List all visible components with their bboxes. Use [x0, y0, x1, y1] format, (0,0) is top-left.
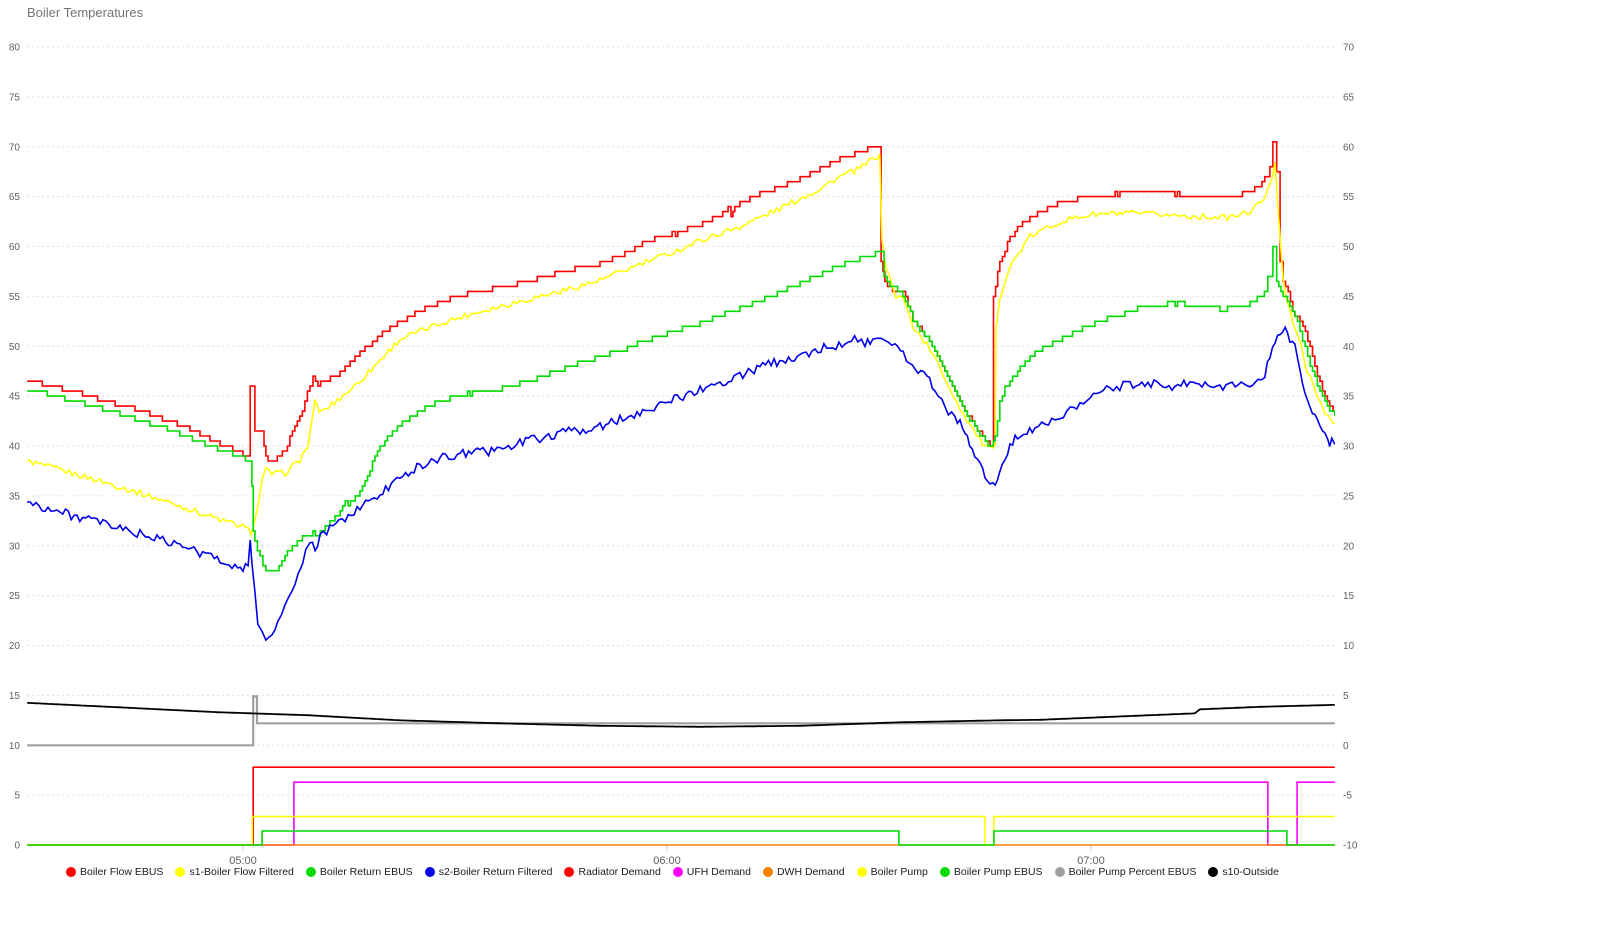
y-axis-right-tick-label: 40: [1343, 342, 1355, 353]
y-axis-right-tick-label: 35: [1343, 392, 1355, 403]
y-axis-left-tick-label: 25: [9, 591, 21, 602]
legend-color-dot-icon: [1054, 867, 1065, 877]
y-axis-left-tick-label: 0: [14, 841, 20, 852]
series-ufh-demand: [27, 781, 1335, 846]
legend-item-s1-boiler-flow-filtered[interactable]: s1-Boiler Flow Filtered: [175, 866, 294, 878]
y-axis-right-tick-label: 25: [1343, 491, 1355, 502]
legend-item-s2-boiler-return-filtered[interactable]: s2-Boiler Return Filtered: [424, 866, 553, 878]
y-axis-left-tick-label: 20: [9, 641, 21, 652]
legend-label: UFH Demand: [686, 866, 751, 878]
legend-color-dot-icon: [65, 867, 76, 877]
legend-color-dot-icon: [672, 867, 683, 877]
series-s2-boiler-return-filtered: [27, 325, 1335, 642]
y-axis-right-tick-label: -10: [1343, 841, 1358, 852]
legend-item-s10-outside[interactable]: s10-Outside: [1208, 866, 1279, 878]
y-axis-left-tick-label: 75: [9, 92, 21, 103]
legend-color-dot-icon: [856, 867, 867, 877]
legend-label: s1-Boiler Flow Filtered: [189, 866, 294, 878]
legend-label: Boiler Pump: [870, 866, 928, 878]
y-axis-left-tick-label: 30: [9, 541, 21, 552]
legend-label: Boiler Flow EBUS: [79, 866, 164, 878]
legend-label: Boiler Pump EBUS: [953, 866, 1043, 878]
legend-label: s2-Boiler Return Filtered: [438, 866, 553, 878]
y-axis-right-tick-label: 70: [1343, 43, 1355, 54]
series-boiler-pump: [27, 815, 1335, 846]
y-axis-right-tick-label: 65: [1343, 92, 1355, 103]
series-radiator-demand: [27, 766, 1335, 846]
y-axis-right-tick-label: 10: [1343, 641, 1355, 652]
y-axis-left-tick-label: 15: [9, 691, 21, 702]
y-axis-right-tick-label: 20: [1343, 541, 1355, 552]
y-axis-left-tick-label: 70: [9, 142, 21, 153]
x-axis-tick-label: 06:00: [653, 855, 681, 867]
legend-color-dot-icon: [424, 867, 435, 877]
legend-item-boiler-pump-percent-ebus[interactable]: Boiler Pump Percent EBUS: [1054, 866, 1197, 878]
chart-title: Boiler Temperatures: [27, 5, 144, 20]
x-axis-tick-label: 05:00: [229, 855, 257, 867]
y-axis-right-tick-label: 5: [1343, 691, 1349, 702]
y-axis-right-tick-label: 60: [1343, 142, 1355, 153]
legend-item-dwh-demand[interactable]: DWH Demand: [762, 866, 845, 878]
y-axis-right-tick-label: 55: [1343, 192, 1355, 203]
legend-label: s10-Outside: [1222, 866, 1279, 878]
y-axis-left-tick-label: 10: [9, 741, 21, 752]
y-axis-right-tick-label: 15: [1343, 591, 1355, 602]
series-boiler-pump-ebus: [27, 830, 1335, 846]
series-boiler-return-ebus: [27, 245, 1335, 572]
legend-label: Boiler Return EBUS: [319, 866, 413, 878]
legend-label: Radiator Demand: [578, 866, 661, 878]
y-axis-left-tick-label: 50: [9, 342, 21, 353]
legend-label: DWH Demand: [776, 866, 845, 878]
series-boiler-pump-percent-ebus: [27, 695, 1335, 747]
y-axis-left-tick-label: 55: [9, 292, 21, 303]
chart-legend: Boiler Flow EBUS s1-Boiler Flow Filtered B…: [0, 866, 1345, 878]
legend-item-boiler-pump[interactable]: Boiler Pump: [856, 866, 928, 878]
y-axis-right-tick-label: 0: [1343, 741, 1349, 752]
y-axis-right-tick-label: 30: [1343, 442, 1355, 453]
series-s10-outside: [27, 702, 1335, 728]
legend-color-dot-icon: [1208, 867, 1219, 877]
legend-label: Boiler Pump Percent EBUS: [1068, 866, 1197, 878]
y-axis-right-tick-label: -5: [1343, 791, 1352, 802]
legend-color-dot-icon: [305, 867, 316, 877]
y-axis-left-tick-label: 40: [9, 442, 21, 453]
legend-item-radiator-demand[interactable]: Radiator Demand: [564, 866, 661, 878]
y-axis-right-tick-label: 50: [1343, 242, 1355, 253]
y-axis-left-tick-label: 60: [9, 242, 21, 253]
legend-color-dot-icon: [564, 867, 575, 877]
legend-item-boiler-flow-ebus[interactable]: Boiler Flow EBUS: [65, 866, 164, 878]
series-s1-boiler-flow-filtered: [27, 153, 1335, 538]
series-boiler-flow-ebus: [27, 141, 1335, 462]
legend-color-dot-icon: [939, 867, 950, 877]
y-axis-left-tick-label: 65: [9, 192, 21, 203]
legend-item-boiler-return-ebus[interactable]: Boiler Return EBUS: [305, 866, 413, 878]
y-axis-right-tick-label: 45: [1343, 292, 1355, 303]
legend-color-dot-icon: [762, 867, 773, 877]
legend-item-boiler-pump-ebus[interactable]: Boiler Pump EBUS: [939, 866, 1043, 878]
y-axis-left-tick-label: 80: [9, 43, 21, 54]
x-axis-tick-label: 07:00: [1077, 855, 1105, 867]
legend-color-dot-icon: [175, 867, 186, 877]
y-axis-left-tick-label: 5: [14, 791, 20, 802]
y-axis-left-tick-label: 35: [9, 491, 21, 502]
legend-item-ufh-demand[interactable]: UFH Demand: [672, 866, 751, 878]
y-axis-left-tick-label: 45: [9, 392, 21, 403]
